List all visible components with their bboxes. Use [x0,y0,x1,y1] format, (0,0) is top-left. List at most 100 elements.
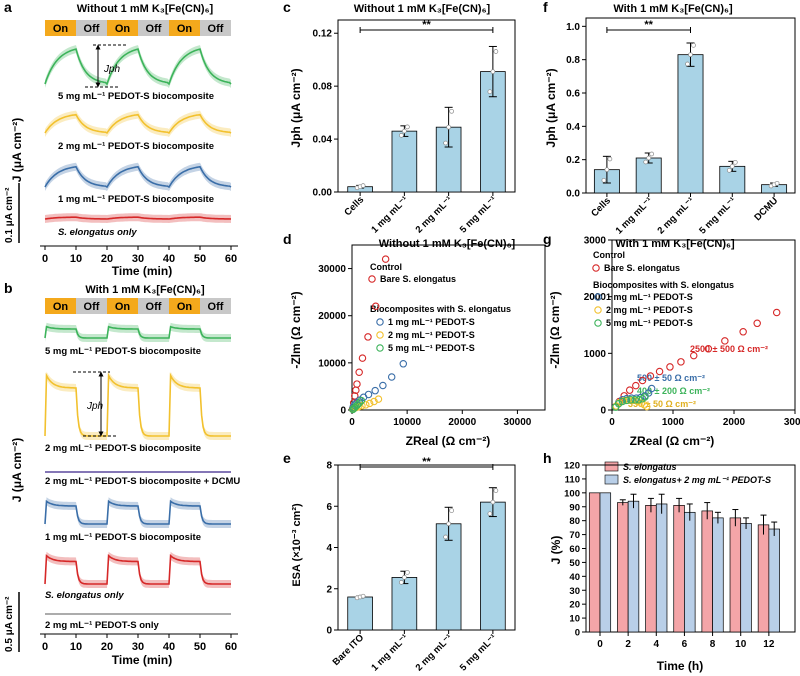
datapoint-0-0 [601,177,607,183]
ytick-label-0.8: 0.8 [566,55,580,66]
datapoint-2-0 [443,140,448,146]
point-3-5 [355,399,363,407]
point-0-8 [371,302,380,311]
panel-d-title: Without 1 mM K₃[Fe(CN)₆] [379,238,516,250]
point-0-11 [704,345,713,353]
b-trace-5mg-line [44,325,231,339]
point-0-5 [355,368,363,377]
panel-g-legend-control: Control [593,250,625,260]
panel-h-ylabel: J (%) [549,536,563,565]
ytick-label-120: 120 [564,461,580,472]
point-0-8 [666,363,674,371]
panel-e: ESA (×10⁻³ cm²) 0 2 4 6 8 Bare ITO 1 mg mL⁻¹ 2 … [291,456,516,674]
ytick-label-100: 100 [564,488,580,499]
ytick-label-80: 80 [569,516,580,527]
ytick-label-4: 4 [326,543,332,554]
legend-label-3: 5 mg mL⁻¹ PEDOT-S [606,318,693,328]
ytick-label-20: 20 [569,600,580,611]
datapoint-3-2 [732,159,738,165]
xtick-label-0: Bare ITO [331,632,367,668]
point-3-2 [618,397,627,406]
xtick-label-30000: 30000 [504,417,532,428]
xtick-label-0: Cells [342,194,366,218]
point-1-7 [379,381,387,390]
xtick-label-6: 6 [682,639,688,650]
xtick-label-0: Cells [589,195,613,219]
panel-b-trace-label-3: 2 mg mL⁻¹ PEDOT-S biocomposite + DCMU [45,476,240,487]
xtick-label-10: 10 [70,641,82,653]
datapoint-1-1 [646,155,652,161]
light-bar-label-2: Off [84,301,100,313]
panel-b-trace-label-6: 2 mg mL⁻¹ PEDOT-S only [45,620,159,631]
panel-b-trace-label-5: S. elongatus only [45,590,124,601]
label-h: h [543,450,552,466]
light-bar-segment-1 [45,298,76,314]
xtick-label-3000: 3000 [784,417,800,428]
b-trace-cells-line [44,554,231,585]
panel-f-title: With 1 mM K₃[Fe(CN)₆] [613,3,733,15]
legend-marker-3 [594,319,602,327]
light-bar-label-3: On [115,23,131,35]
ytick-label-0: 0 [326,626,332,637]
panel-g-annot-2mg: 350 ± 50 Ω cm⁻² [628,399,696,409]
ytick-label-0.6: 0.6 [566,89,580,100]
datapoint-1-1 [402,128,407,134]
b-trace-1mg-band [45,497,231,528]
sig-label: ** [422,456,431,468]
plot-frame [611,239,796,411]
ytick-label-1000: 1000 [584,349,607,360]
xtick-label-10: 10 [70,253,82,265]
point-0-6 [646,372,655,380]
point-2-7 [374,395,383,403]
xtick-label-0: 0 [597,639,603,650]
legend-marker-3 [376,344,384,352]
panel-b-trace-label-4: 1 mg mL⁻¹ PEDOT-S biocomposite [45,532,201,543]
legend-marker-1 [594,293,602,301]
xtick-label-3: 5 mg mL⁻¹ [697,195,738,236]
legend-marker-2 [376,331,384,339]
xtick-label-10000: 10000 [393,417,421,428]
a-trace-5mg-line [44,48,232,86]
point-3-3 [622,396,631,405]
legend-label-0: Bare S. elongatus [604,263,680,273]
panel-b-light-bar: On Off On Off On Off [45,298,231,314]
xtick-label-30: 30 [132,641,144,653]
point-0-2 [351,392,359,400]
bar-1-2 [655,503,668,633]
datapoint-2-1 [446,124,451,130]
point-0-9 [677,358,685,366]
label-f: f [543,0,548,15]
panel-d: Without 1 mM K₃[Fe(CN)₆] Control Biocomp… [289,238,546,448]
panel-c-title: Without 1 mM K₃[Fe(CN)₆] [354,3,491,15]
ytick-label-0: 0 [600,406,606,417]
light-bar-segment-1 [45,20,76,36]
light-bar-segment-3 [107,298,138,314]
ytick-label-60: 60 [569,544,580,555]
legend-label-3: 5 mg mL⁻¹ PEDOT-S [388,343,475,353]
point-1-5 [364,390,373,399]
xtick-label-2: 2 mg mL⁻¹ [414,194,455,235]
panel-g-title: With 1 mM K₃[Fe(CN)₆] [615,238,735,250]
panel-a-xticks: 0 10 20 30 40 50 60 [42,246,237,265]
panel-h-xlabel: Time (h) [657,659,703,673]
datapoint-4-2 [774,180,780,186]
xtick-label-60: 60 [225,641,237,653]
ytick-label-2: 2 [326,584,332,595]
ytick-label-10000: 10000 [318,358,346,369]
ytick-label-90: 90 [569,502,580,513]
point-2-4 [362,401,370,409]
point-3-8 [641,393,649,401]
label-c: c [283,0,291,15]
datapoint-2-2 [691,42,696,48]
ytick-label-10: 10 [569,614,580,625]
ytick-label-30000: 30000 [318,264,346,275]
panel-b-ylabel: J (μA cm⁻²) [10,438,24,503]
bar-1-1 [627,500,640,633]
panel-h-legend-1: S. elongatus [623,462,677,472]
xtick-label-2000: 2000 [723,417,746,428]
legend-label-2: 2 mg mL⁻¹ PEDOT-S [388,330,475,340]
xtick-label-1000: 1000 [662,417,685,428]
panel-c: Without 1 mM K₃[Fe(CN)₆] Jph (μA cm⁻²) 0… [289,3,516,236]
light-bar-label-6: Off [208,301,224,313]
